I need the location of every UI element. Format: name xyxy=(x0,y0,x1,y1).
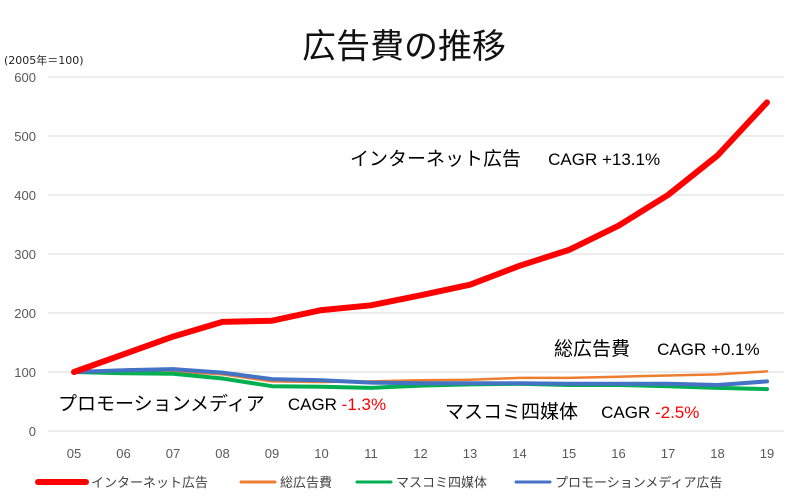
annotation-total-label: 総広告費 xyxy=(554,338,630,360)
x-tick-label: 07 xyxy=(166,446,180,461)
series-lines xyxy=(71,99,770,392)
annotation-promo-label: プロモーションメディア xyxy=(58,393,265,415)
annotation-mass-cagr-prefix: CAGR xyxy=(601,403,655,422)
x-tick-label: 18 xyxy=(710,446,724,461)
x-tick-label: 13 xyxy=(463,446,477,461)
legend-label: 総広告費 xyxy=(280,476,332,491)
annotation-total-cagr-prefix: CAGR xyxy=(657,340,711,359)
x-tick-label: 08 xyxy=(215,446,229,461)
annotation-internet-label: インターネット広告 xyxy=(350,148,521,170)
x-axis-ticks: 05 06 07 08 09 10 11 12 13 14 15 16 17 18 19 xyxy=(67,446,774,461)
annotation-internet: インターネット広告 CAGR +13.1% xyxy=(350,148,660,170)
x-tick-label: 06 xyxy=(116,446,130,461)
annotation-mass-label: マスコミ四媒体 xyxy=(445,401,578,423)
y-tick-label: 300 xyxy=(14,247,36,262)
x-tick-label: 09 xyxy=(265,446,279,461)
legend-label: プロモーションメディア広告 xyxy=(555,475,722,491)
y-axis-ticks: 0 100 200 300 400 500 600 xyxy=(14,70,36,439)
x-tick-label: 05 xyxy=(67,446,81,461)
x-tick-label: 12 xyxy=(413,446,427,461)
annotation-internet-cagr-prefix: CAGR xyxy=(548,150,602,169)
annotation-total-cagr-value: +0.1% xyxy=(711,340,760,359)
annotation-promo: プロモーションメディア CAGR -1.3% xyxy=(58,393,386,415)
chart-title: 広告費の推移 xyxy=(302,27,506,67)
x-tick-label: 10 xyxy=(314,446,328,461)
y-tick-label: 600 xyxy=(14,70,36,85)
x-tick-label: 16 xyxy=(611,446,625,461)
annotation-mass: マスコミ四媒体 CAGR -2.5% xyxy=(445,401,699,423)
legend: インターネット広告 総広告費 マスコミ四媒体 プロモーションメディア広告 xyxy=(35,475,722,491)
annotation-promo-cagr-prefix: CAGR xyxy=(288,395,342,414)
legend-label: インターネット広告 xyxy=(91,476,208,491)
series-line-3 xyxy=(72,367,769,387)
x-tick-label: 11 xyxy=(364,446,378,461)
x-tick-label: 19 xyxy=(760,446,774,461)
series-line-1 xyxy=(72,370,769,384)
x-tick-label: 14 xyxy=(512,446,526,461)
series-line-0 xyxy=(71,99,770,375)
y-tick-label: 100 xyxy=(14,365,36,380)
y-tick-label: 400 xyxy=(14,188,36,203)
legend-label: マスコミ四媒体 xyxy=(396,476,487,491)
x-tick-label: 17 xyxy=(661,446,675,461)
annotation-mass-cagr-value: -2.5% xyxy=(655,403,699,422)
series-line-2 xyxy=(72,370,769,392)
annotation-internet-cagr-value: +13.1% xyxy=(602,150,660,169)
y-tick-label: 500 xyxy=(14,129,36,144)
annotation-total: 総広告費 CAGR +0.1% xyxy=(554,338,760,360)
x-tick-label: 15 xyxy=(562,446,576,461)
y-tick-label: 0 xyxy=(29,424,36,439)
annotation-promo-cagr-value: -1.3% xyxy=(342,395,386,414)
gridlines xyxy=(48,76,784,432)
y-tick-label: 200 xyxy=(14,306,36,321)
unit-note: (2005年＝100) xyxy=(4,53,84,67)
